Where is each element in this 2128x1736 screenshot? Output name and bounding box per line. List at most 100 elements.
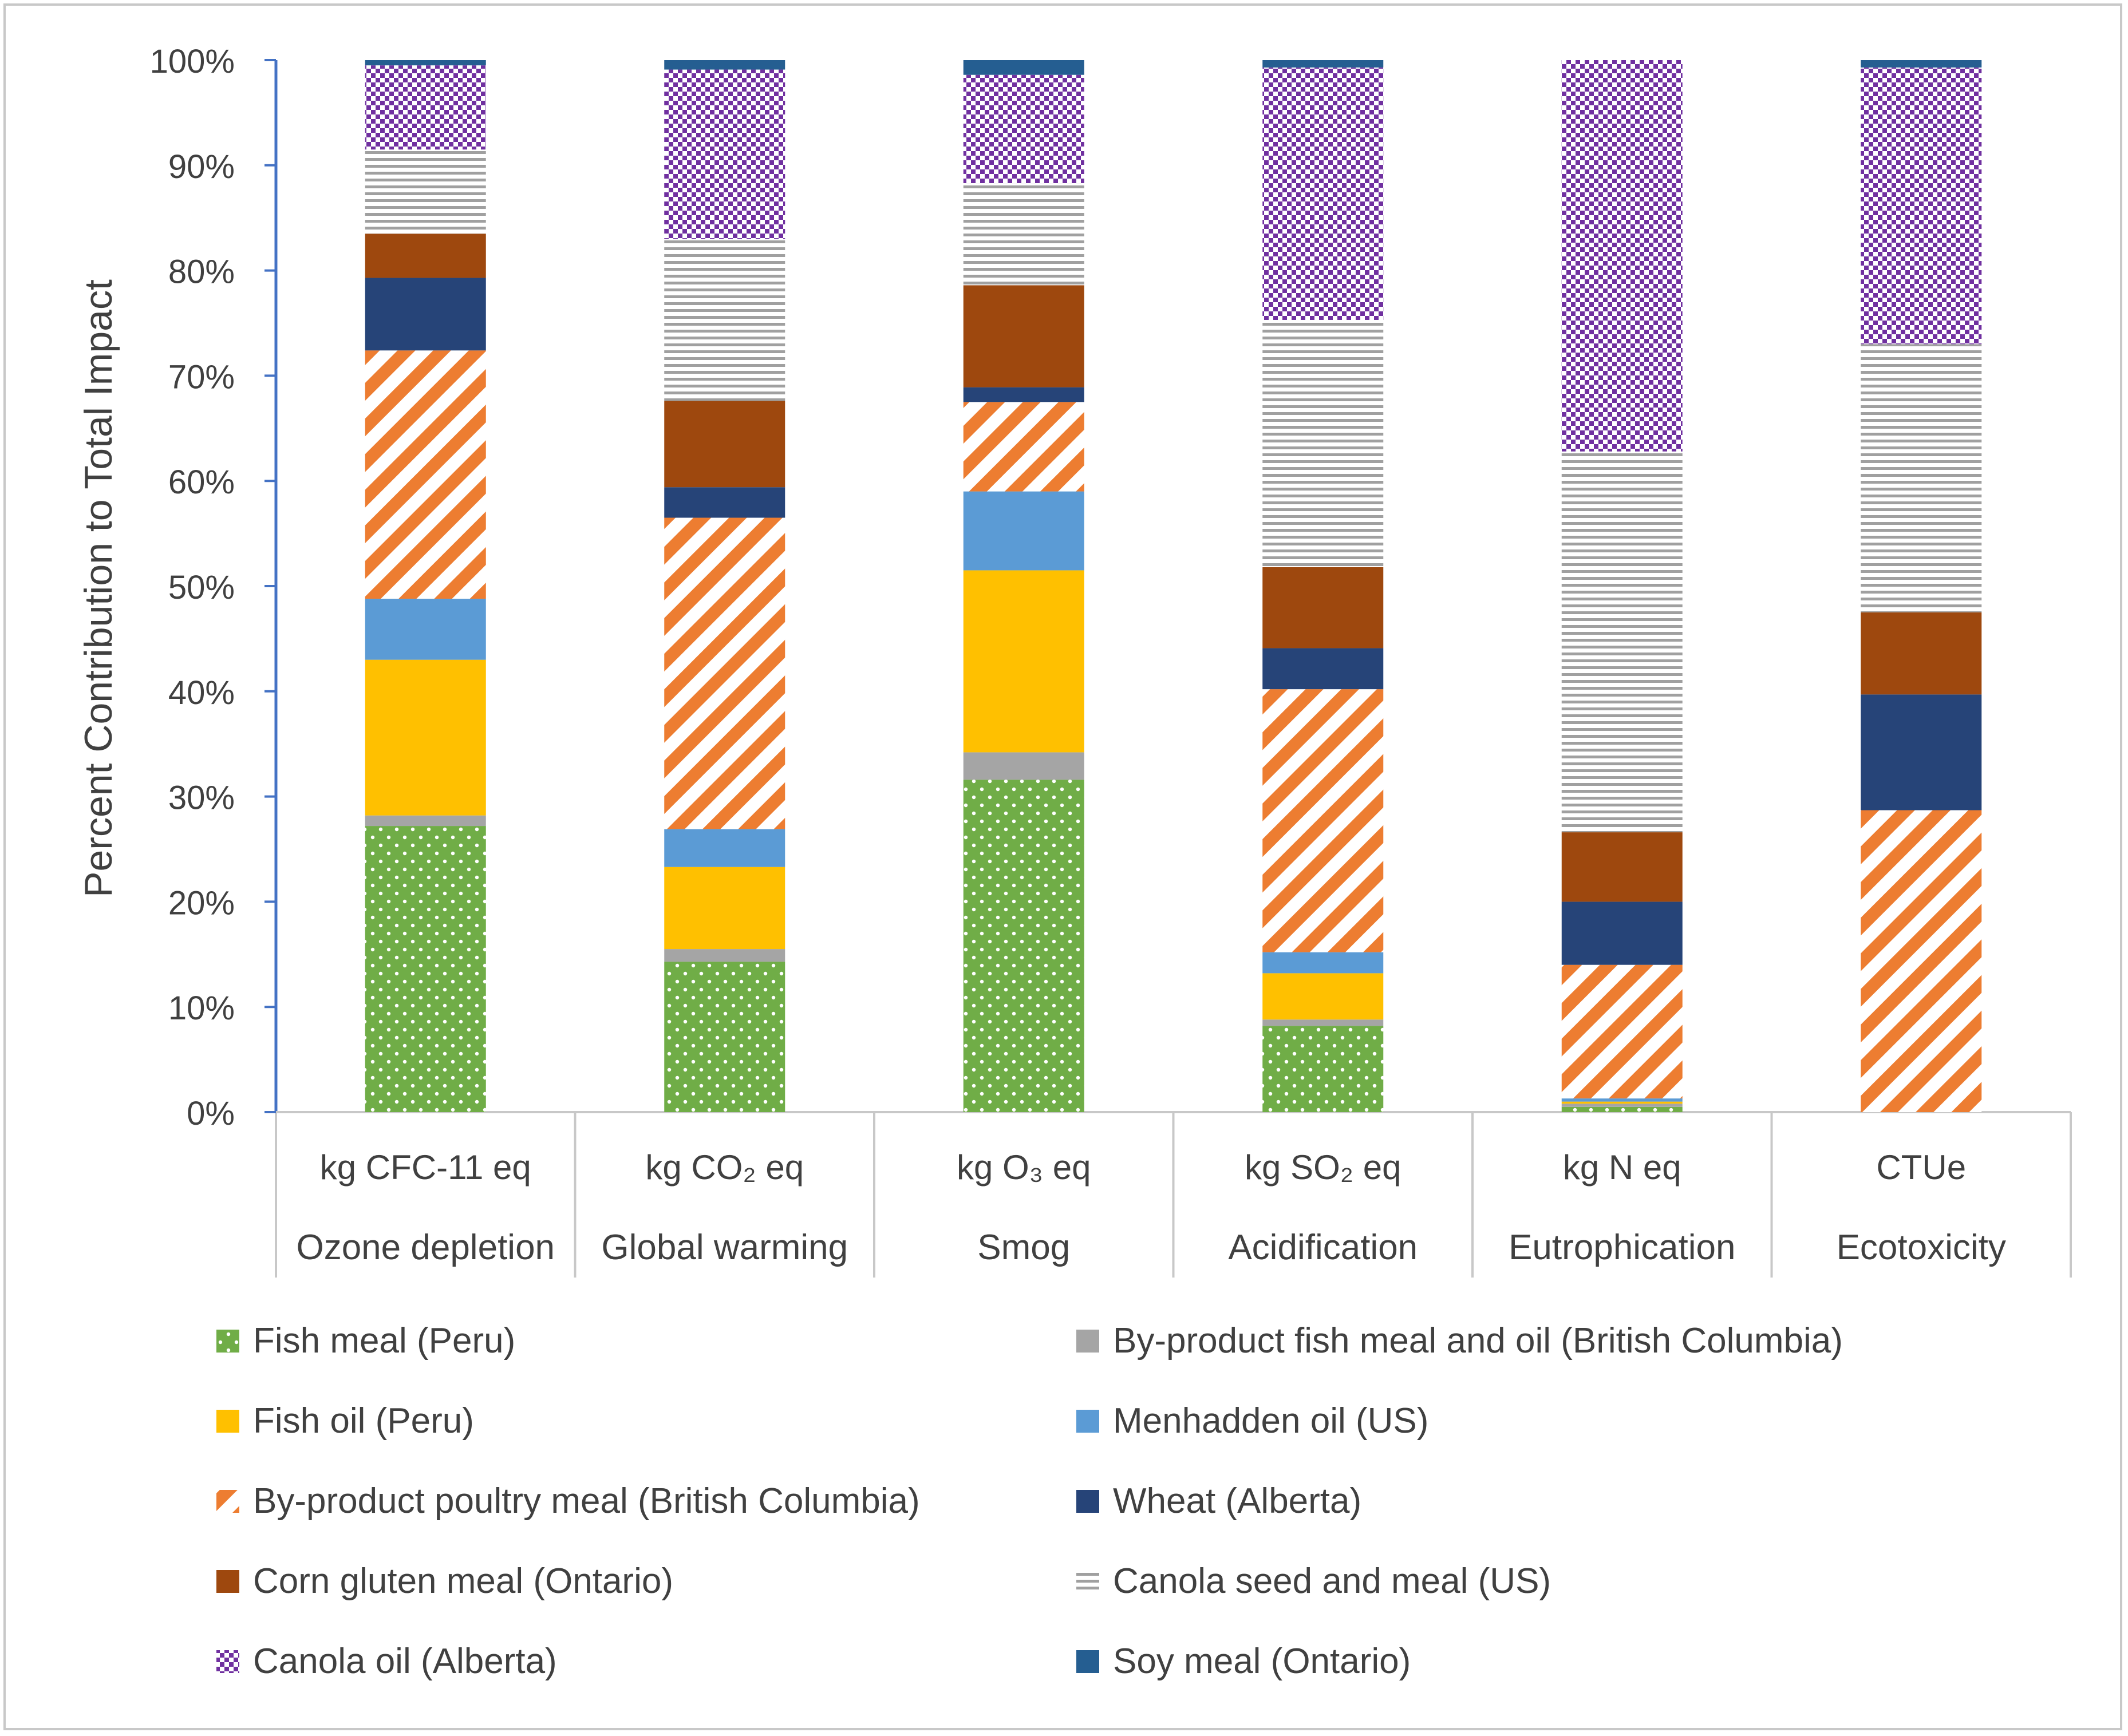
legend-swatch [216, 1490, 239, 1513]
legend-label: By-product fish meal and oil (British Co… [1113, 1321, 1843, 1361]
category-name-label: Ecotoxicity [1837, 1228, 2006, 1267]
bar-segment [365, 65, 486, 150]
bar-segment [1561, 1098, 1683, 1102]
bar-segment [1561, 451, 1683, 833]
bar-segment [1561, 60, 1683, 452]
legend-swatch [1076, 1330, 1099, 1353]
bar-segment [1861, 810, 1982, 1112]
bar-segment [365, 278, 486, 351]
legend-label: By-product poultry meal (British Columbi… [253, 1481, 920, 1521]
y-tick-label: 30% [168, 780, 235, 817]
bar-segment [963, 752, 1084, 780]
bar-segment [1861, 67, 1982, 345]
bar-segment [365, 659, 486, 816]
legend-swatch [216, 1330, 239, 1353]
legend-label: Canola oil (Alberta) [253, 1642, 557, 1681]
bar-segment [365, 599, 486, 660]
legend-label: Menhadden oil (US) [1113, 1401, 1428, 1441]
legend: Fish meal (Peru) By-product fish meal and… [216, 1321, 1843, 1681]
y-tick-label: 20% [168, 884, 235, 922]
y-tick-label: 50% [168, 569, 235, 606]
bar-segment [1262, 567, 1384, 648]
bar-segment [664, 867, 785, 950]
y-tick-label: 40% [168, 674, 235, 711]
category-name-label: Acidification [1228, 1228, 1418, 1267]
category-name-label: Smog [977, 1228, 1070, 1267]
legend-label: Fish meal (Peru) [253, 1321, 515, 1361]
legend-label: Wheat (Alberta) [1113, 1481, 1361, 1521]
bar-segment [664, 829, 785, 867]
y-tick-label: 70% [168, 358, 235, 396]
bar-segment [365, 350, 486, 599]
y-tick-label: 100% [150, 43, 235, 80]
category-unit-label: kg SO₂ eq [1245, 1148, 1401, 1187]
category-name-label: Global warming [601, 1228, 848, 1267]
legend-label: Fish oil (Peru) [253, 1401, 474, 1441]
bar-segment [1262, 973, 1384, 1020]
legend-swatch [1076, 1410, 1099, 1433]
bar-segment [1262, 60, 1384, 68]
legend-swatch [1076, 1490, 1099, 1513]
bar-segment [1561, 832, 1683, 902]
bar-segment [664, 949, 785, 962]
bar-segment [1262, 952, 1384, 974]
legend-swatch [216, 1410, 239, 1433]
bar-segment [1561, 1104, 1683, 1107]
legend-swatch [216, 1650, 239, 1673]
category-unit-label: kg CO₂ eq [645, 1148, 804, 1187]
bar-segment [1561, 901, 1683, 965]
bar-segment [365, 234, 486, 278]
bar-segment [963, 570, 1084, 753]
legend-swatch [1076, 1650, 1099, 1673]
bar-segment [1262, 648, 1384, 690]
bar-segment [1861, 60, 1982, 68]
bar-segment [1861, 344, 1982, 612]
legend-label: Canola seed and meal (US) [1113, 1561, 1551, 1601]
bar-segment [963, 183, 1084, 286]
bar-segment [365, 149, 486, 234]
category-unit-label: kg N eq [1563, 1148, 1681, 1187]
bar-segment [664, 60, 785, 70]
bars [365, 60, 1982, 1112]
bar-segment [664, 962, 785, 1112]
bar-segment [963, 402, 1084, 492]
bar-segment [1262, 1026, 1384, 1112]
bar-segment [1561, 1101, 1683, 1104]
bar-segment [1561, 964, 1683, 1099]
category-unit-label: CTUe [1876, 1148, 1966, 1187]
bar-segment [963, 74, 1084, 184]
bar-segment [365, 815, 486, 827]
legend-swatch [216, 1570, 239, 1593]
bar-segment [963, 387, 1084, 402]
bar-segment [1262, 689, 1384, 952]
bar-segment [1262, 319, 1384, 567]
bar-segment [1262, 1019, 1384, 1026]
gridlines [274, 60, 2072, 1278]
legend-label: Soy meal (Ontario) [1113, 1642, 1411, 1681]
bar-segment [963, 285, 1084, 387]
y-tick-label: 90% [168, 148, 235, 185]
bar-segment [963, 60, 1084, 75]
category-unit-label: kg O₃ eq [957, 1148, 1091, 1187]
y-tick-label: 80% [168, 254, 235, 291]
category-unit-label: kg CFC-11 eq [320, 1148, 531, 1187]
x-category-labels: kg CFC-11 eq Ozone depletion kg CO₂ eq Glob… [296, 1148, 2005, 1267]
y-tick-label: 10% [168, 990, 235, 1027]
y-axis-label: Percent Contribution to Total Impact [77, 279, 120, 897]
bar-segment [1262, 67, 1384, 320]
legend-swatch [1076, 1570, 1099, 1593]
bar-segment [1561, 1106, 1683, 1112]
bar-segment [1861, 612, 1982, 695]
bar-segment [963, 780, 1084, 1112]
bar-segment [664, 401, 785, 488]
category-name-label: Eutrophication [1509, 1228, 1735, 1267]
bar-segment [664, 487, 785, 518]
bar-segment [664, 239, 785, 401]
bar-segment [365, 60, 486, 66]
bar-segment [963, 491, 1084, 571]
category-name-label: Ozone depletion [296, 1228, 555, 1267]
y-tick-label: 60% [168, 464, 235, 501]
bar-segment [1861, 694, 1982, 810]
bar-segment [365, 826, 486, 1112]
